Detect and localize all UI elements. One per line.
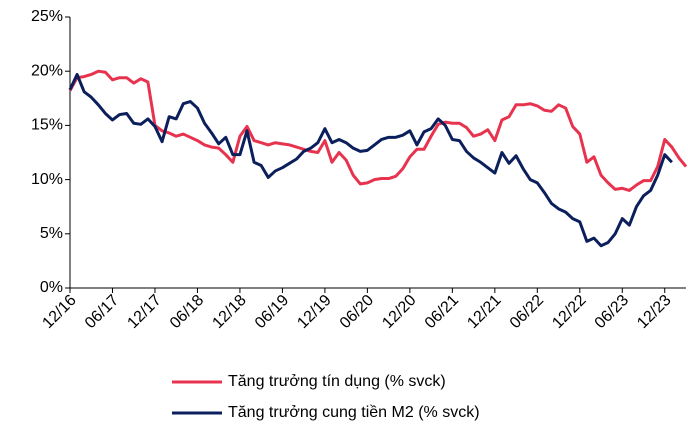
x-tick-label: 06/22 (507, 292, 547, 332)
legend-label: Tăng trưởng cung tiền M2 (% svck) (228, 404, 480, 421)
legend-label: Tăng trưởng tín dụng (% svck) (228, 373, 446, 390)
x-tick-label: 12/22 (549, 292, 589, 332)
x-tick-label: 06/19 (252, 292, 292, 332)
x-tick-label: 12/23 (634, 292, 674, 332)
y-tick-label: 20% (31, 62, 63, 79)
y-tick-label: 10% (31, 171, 63, 188)
x-tick-label: 12/18 (209, 292, 249, 332)
x-tick-label: 06/23 (592, 292, 632, 332)
x-tick-label: 12/19 (294, 292, 334, 332)
series-line (68, 72, 673, 248)
y-tick-label: 5% (40, 225, 63, 242)
y-tick-label: 15% (31, 117, 63, 134)
x-tick-label: 06/17 (82, 292, 122, 332)
x-tick-label: 12/21 (464, 292, 504, 332)
y-tick-label: 25% (31, 8, 63, 25)
x-tick-label: 06/20 (337, 292, 377, 332)
y-tick-label: 0% (40, 279, 63, 296)
series-line (68, 69, 688, 192)
x-tick-label: 12/20 (379, 292, 419, 332)
x-tick-label: 12/17 (124, 292, 164, 332)
x-tick-label: 06/21 (422, 292, 462, 332)
x-tick-label: 06/18 (167, 292, 207, 332)
x-tick-label: 12/16 (39, 292, 79, 332)
